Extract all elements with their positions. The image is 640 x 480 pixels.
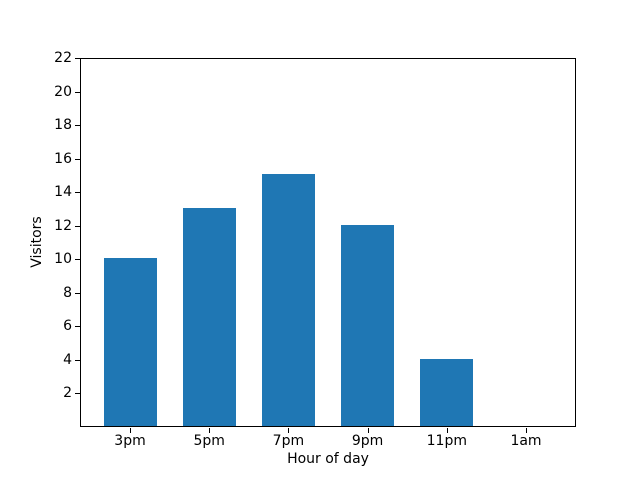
bar-7pm <box>261 174 315 426</box>
y-tick-label: 22 <box>54 50 72 66</box>
y-tick-mark <box>75 192 80 194</box>
y-tick-mark <box>75 91 80 93</box>
x-tick-label: 11pm <box>426 433 467 449</box>
y-tick-label: 10 <box>54 251 72 268</box>
x-tick-label: 5pm <box>193 433 225 449</box>
y-tick-label: 14 <box>54 184 72 201</box>
x-tick-mark <box>209 428 211 433</box>
y-tick-mark <box>75 326 80 328</box>
x-tick-mark <box>288 428 290 433</box>
bar-3pm <box>103 258 157 426</box>
y-tick-mark <box>75 125 80 127</box>
y-tick-mark <box>75 292 80 294</box>
y-tick-label: 18 <box>54 117 72 134</box>
y-tick-mark <box>75 58 80 59</box>
bar-5pm <box>182 207 236 426</box>
x-tick-label: 1am <box>510 433 542 449</box>
y-tick-mark <box>75 225 80 227</box>
y-tick-mark <box>75 259 80 261</box>
x-tick-label: 3pm <box>114 433 146 449</box>
bar-9pm <box>341 224 395 426</box>
y-tick-label: 4 <box>63 351 72 368</box>
y-tick-label: 6 <box>63 318 72 335</box>
x-tick-mark <box>130 428 131 433</box>
x-tick-mark <box>446 428 448 433</box>
y-tick-label: 12 <box>54 217 72 234</box>
x-tick-label: 9pm <box>351 433 384 449</box>
y-tick-mark <box>75 158 80 160</box>
y-tick-label: 20 <box>54 83 72 100</box>
x-tick-mark <box>526 428 527 433</box>
x-tick-label: 7pm <box>272 433 305 449</box>
y-tick-mark <box>75 359 80 361</box>
x-axis-label: Hour of day <box>287 451 369 467</box>
y-tick-label: 16 <box>54 150 72 167</box>
bar-11pm <box>420 358 474 426</box>
y-tick-mark <box>75 393 80 395</box>
y-tick-label: 8 <box>63 284 72 301</box>
plot-area <box>80 58 576 427</box>
y-tick-label: 2 <box>63 385 72 402</box>
x-tick-mark <box>367 428 369 433</box>
